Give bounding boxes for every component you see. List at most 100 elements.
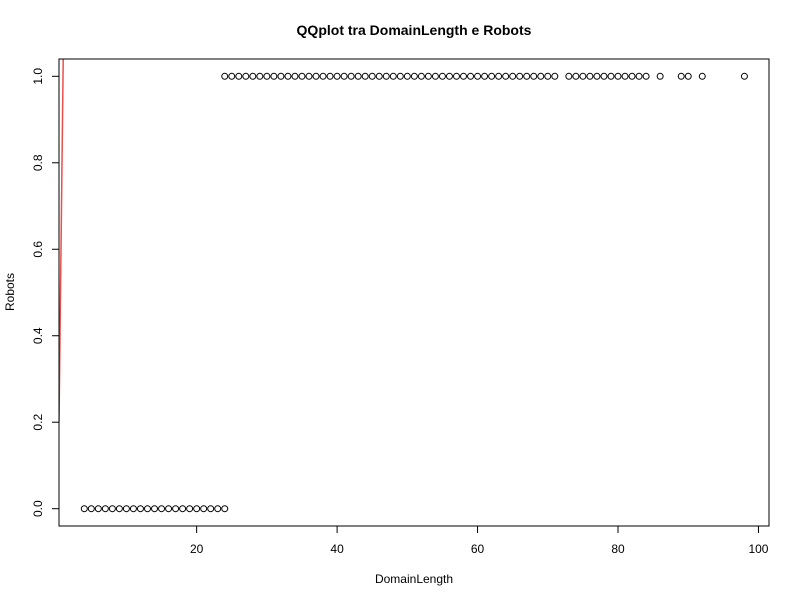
data-point — [298, 72, 306, 80]
data-point — [136, 505, 144, 513]
data-point — [151, 505, 159, 513]
data-point — [502, 72, 510, 80]
y-tick-label: 0.0 — [31, 500, 45, 517]
data-point — [200, 505, 208, 513]
data-point — [481, 72, 489, 80]
data-point — [305, 72, 313, 80]
data-point — [523, 72, 531, 80]
y-tick-label: 1.0 — [31, 68, 45, 85]
data-point — [347, 72, 355, 80]
data-point — [326, 72, 334, 80]
data-point — [249, 72, 257, 80]
x-tick-label: 100 — [748, 542, 768, 556]
y-tick-label: 0.8 — [31, 154, 45, 171]
data-point — [122, 505, 130, 513]
data-point — [368, 72, 376, 80]
data-point — [565, 72, 573, 80]
data-point — [600, 72, 608, 80]
data-point — [172, 505, 180, 513]
data-point — [340, 72, 348, 80]
data-point — [221, 72, 229, 80]
data-point — [396, 72, 404, 80]
data-point — [158, 505, 166, 513]
data-point — [375, 72, 383, 80]
data-point — [495, 72, 503, 80]
data-point — [438, 72, 446, 80]
data-point — [312, 72, 320, 80]
data-point — [333, 72, 341, 80]
data-point — [452, 72, 460, 80]
x-tick-label: 80 — [611, 542, 625, 556]
data-point — [108, 505, 116, 513]
data-point — [698, 72, 706, 80]
data-point — [284, 72, 292, 80]
data-point — [621, 72, 629, 80]
data-point — [628, 72, 636, 80]
x-axis-label: DomainLength — [375, 572, 453, 586]
data-point — [207, 505, 215, 513]
data-point — [417, 72, 425, 80]
data-point — [101, 505, 109, 513]
data-point — [193, 505, 201, 513]
data-point — [410, 72, 418, 80]
data-point — [684, 72, 692, 80]
data-point — [537, 72, 545, 80]
data-point — [228, 72, 236, 80]
data-point — [115, 505, 123, 513]
chart-title: QQplot tra DomainLength e Robots — [297, 22, 532, 38]
data-point — [263, 72, 271, 80]
data-point — [607, 72, 615, 80]
data-point — [87, 505, 95, 513]
data-point — [382, 72, 390, 80]
data-point — [361, 72, 369, 80]
data-point — [593, 72, 601, 80]
data-point — [677, 72, 685, 80]
data-point — [179, 505, 187, 513]
data-point — [221, 505, 229, 513]
data-point — [572, 72, 580, 80]
data-point — [586, 72, 594, 80]
data-point — [516, 72, 524, 80]
points-layer — [80, 72, 748, 513]
data-point — [509, 72, 517, 80]
data-point — [614, 72, 622, 80]
data-point — [319, 72, 327, 80]
data-point — [474, 72, 482, 80]
x-tick-label: 20 — [190, 542, 204, 556]
data-point — [256, 72, 264, 80]
y-axis-label: Robots — [3, 273, 17, 311]
x-axis: 20 40 60 80 100 — [190, 525, 769, 556]
data-point — [235, 72, 243, 80]
data-point — [579, 72, 587, 80]
data-point — [551, 72, 559, 80]
data-point — [488, 72, 496, 80]
data-point — [242, 72, 250, 80]
data-point — [143, 505, 151, 513]
x-tick-label: 40 — [330, 542, 344, 556]
data-point — [94, 505, 102, 513]
data-point — [80, 505, 88, 513]
data-point — [270, 72, 278, 80]
data-point — [291, 72, 299, 80]
y-axis: 0.0 0.2 0.4 0.6 0.8 1.0 — [31, 68, 60, 517]
data-point — [656, 72, 664, 80]
data-point — [431, 72, 439, 80]
data-point — [165, 505, 173, 513]
reference-line — [59, 59, 64, 423]
data-point — [214, 505, 222, 513]
data-point — [389, 72, 397, 80]
data-point — [129, 505, 137, 513]
data-point — [445, 72, 453, 80]
data-point — [277, 72, 285, 80]
data-point — [642, 72, 650, 80]
data-point — [186, 505, 194, 513]
data-point — [354, 72, 362, 80]
data-point — [530, 72, 538, 80]
reference-line-layer — [59, 59, 64, 423]
x-tick-label: 60 — [471, 542, 485, 556]
data-point — [424, 72, 432, 80]
data-point — [740, 72, 748, 80]
data-point — [460, 72, 468, 80]
data-point — [544, 72, 552, 80]
